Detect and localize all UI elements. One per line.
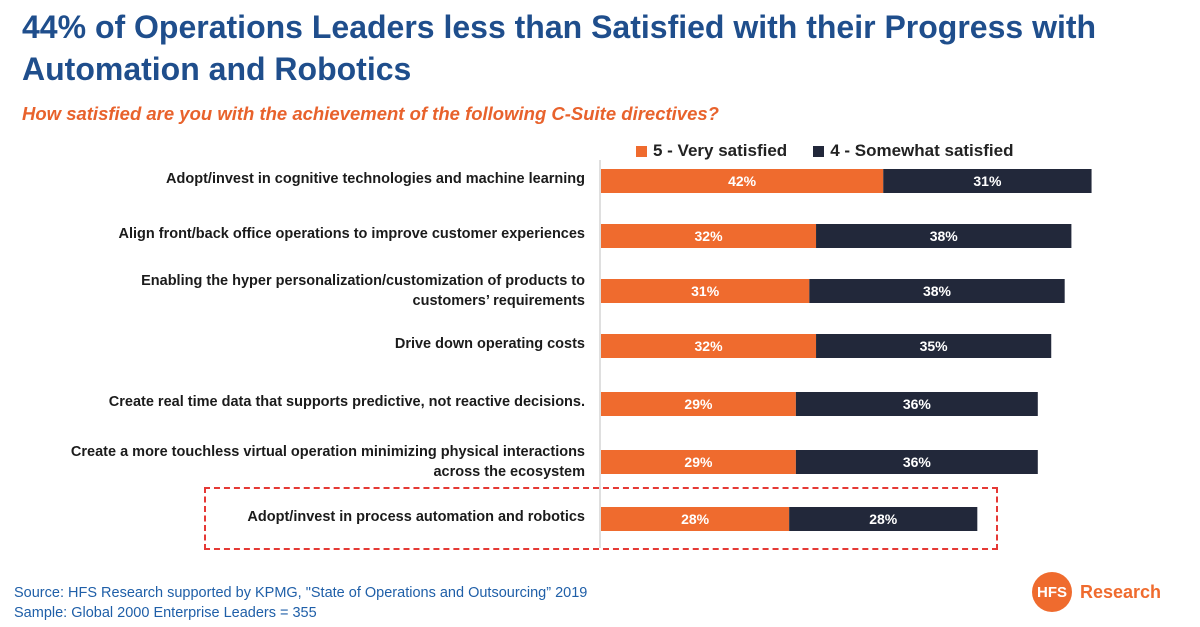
page-title: 44% of Operations Leaders less than Sati… bbox=[22, 9, 1097, 87]
category-label-line: Align front/back office operations to im… bbox=[118, 226, 585, 242]
category-label: Adopt/invest in cognitive technologies a… bbox=[5, 169, 585, 189]
category-label-line: Adopt/invest in cognitive technologies a… bbox=[166, 171, 585, 187]
data-label: 36% bbox=[903, 396, 932, 412]
category-label-line: Create real time data that supports pred… bbox=[108, 394, 585, 410]
legend-swatch-somewhat-satisfied bbox=[813, 145, 825, 157]
category-label-line: Create a more touchless virtual operatio… bbox=[70, 444, 585, 460]
data-label: 42% bbox=[728, 173, 757, 189]
bar-somewhat-satisfied bbox=[789, 507, 978, 531]
logo-circle: HFS bbox=[1032, 572, 1072, 612]
highlight-box bbox=[204, 487, 998, 550]
bar-very-satisfied bbox=[601, 450, 796, 474]
category-label-line: Enabling the hyper personalization/custo… bbox=[141, 273, 585, 289]
bar-very-satisfied bbox=[601, 507, 790, 531]
category-label: Align front/back office operations to im… bbox=[5, 224, 585, 244]
category-label-line: across the ecosystem bbox=[433, 464, 585, 480]
data-label: 29% bbox=[684, 454, 713, 470]
data-label: 38% bbox=[923, 283, 952, 299]
legend-label-somewhat-satisfied: 4 - Somewhat satisfied bbox=[830, 141, 1014, 160]
category-label: Create a more touchless virtual operatio… bbox=[5, 442, 585, 482]
category-label: Enabling the hyper personalization/custo… bbox=[5, 271, 585, 311]
bar-very-satisfied bbox=[601, 279, 810, 303]
data-label: 32% bbox=[695, 228, 724, 244]
bar-very-satisfied bbox=[601, 392, 796, 416]
chart-subtitle: How satisfied are you with the achieveme… bbox=[22, 103, 719, 124]
data-label: 36% bbox=[903, 454, 932, 470]
bar-very-satisfied bbox=[601, 224, 817, 248]
sample-line: Sample: Global 2000 Enterprise Leaders =… bbox=[14, 605, 317, 621]
chart-legend: 5 - Very satisfied 4 - Somewhat satisfie… bbox=[636, 139, 1013, 163]
data-label: 38% bbox=[930, 228, 959, 244]
legend-label-very-satisfied: 5 - Very satisfied bbox=[653, 141, 788, 160]
data-label: 35% bbox=[920, 338, 949, 354]
hfs-logo: HFS Research bbox=[1032, 572, 1161, 612]
bar-somewhat-satisfied bbox=[809, 279, 1065, 303]
legend-swatch-very-satisfied bbox=[636, 145, 647, 157]
logo-text: Research bbox=[1080, 581, 1162, 602]
data-label: 28% bbox=[869, 511, 898, 527]
legend-item-very-satisfied: 5 - Very satisfied bbox=[636, 141, 787, 161]
legend-item-somewhat-satisfied: 4 - Somewhat satisfied bbox=[813, 141, 1013, 161]
category-label-line: Adopt/invest in process automation and r… bbox=[247, 509, 585, 525]
category-label: Drive down operating costs bbox=[5, 334, 585, 354]
bar-somewhat-satisfied bbox=[795, 450, 1038, 474]
category-label: Create real time data that supports pred… bbox=[5, 392, 585, 412]
category-label: Adopt/invest in process automation and r… bbox=[5, 507, 585, 527]
data-label: 31% bbox=[691, 283, 720, 299]
bar-somewhat-satisfied bbox=[816, 224, 1072, 248]
data-label: 32% bbox=[695, 338, 724, 354]
data-label: 28% bbox=[681, 511, 710, 527]
data-label: 29% bbox=[684, 396, 713, 412]
bar-somewhat-satisfied bbox=[816, 334, 1052, 358]
category-label-line: customers’ requirements bbox=[412, 293, 585, 309]
source-line: Source: HFS Research supported by KPMG, … bbox=[14, 585, 588, 601]
source-note: Source: HFS Research supported by KPMG, … bbox=[14, 583, 587, 623]
bar-somewhat-satisfied bbox=[883, 169, 1092, 193]
data-label: 31% bbox=[973, 173, 1002, 189]
bar-somewhat-satisfied bbox=[795, 392, 1038, 416]
category-label-line: Drive down operating costs bbox=[394, 336, 585, 352]
bar-very-satisfied bbox=[601, 169, 884, 193]
bar-very-satisfied bbox=[601, 334, 817, 358]
